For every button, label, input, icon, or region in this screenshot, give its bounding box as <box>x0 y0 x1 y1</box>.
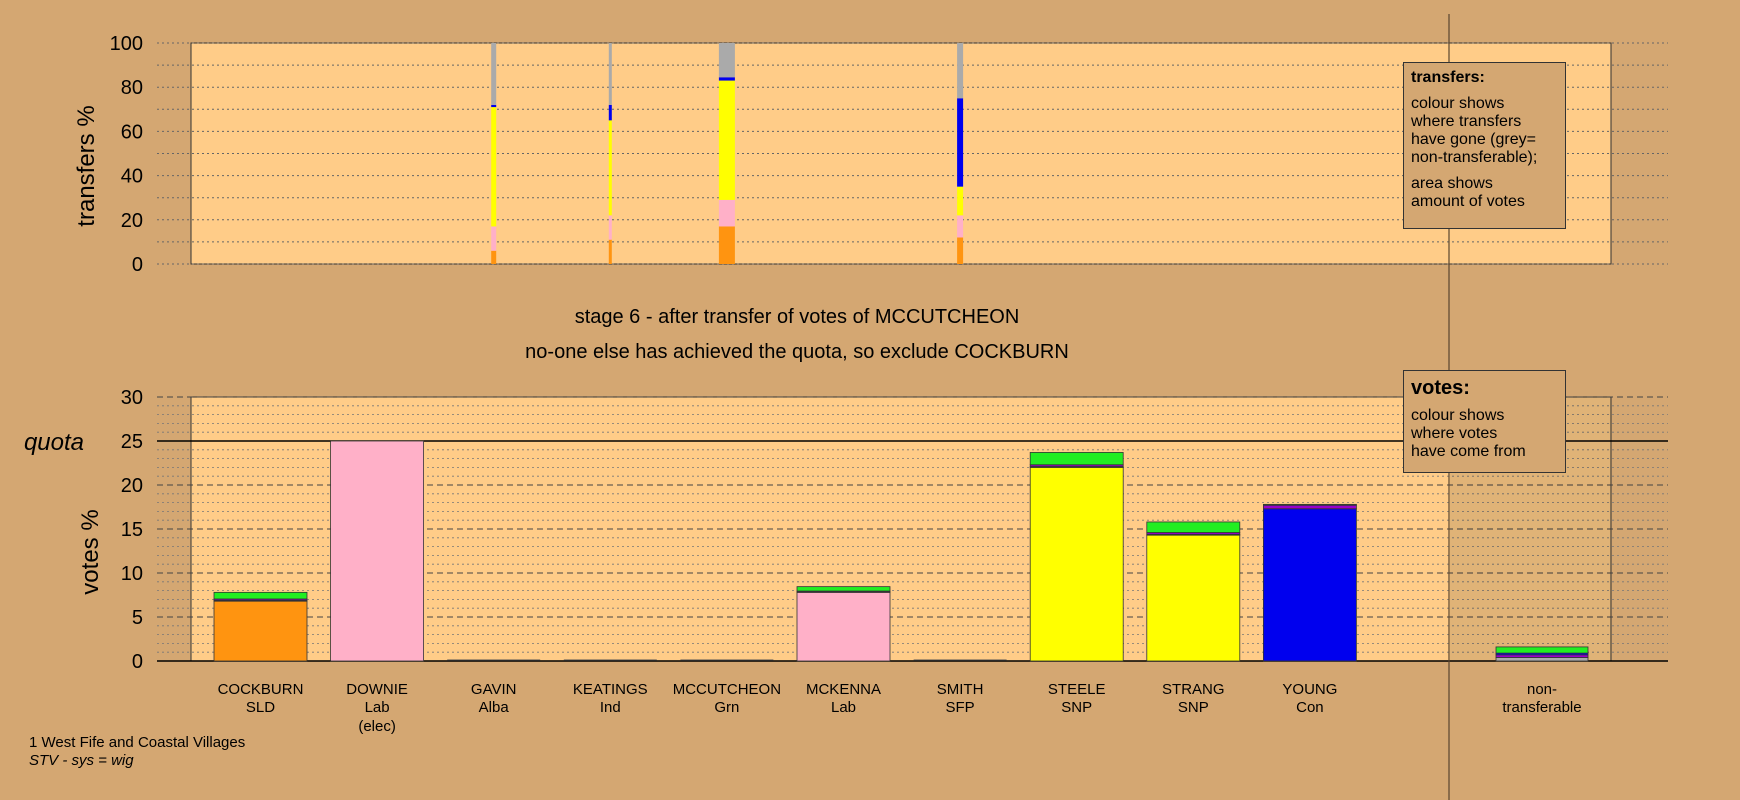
transfers-legend-line: non-transferable); <box>1411 149 1538 166</box>
vote-bar-segment <box>1146 534 1241 662</box>
transfers-legend-line: where transfers <box>1411 113 1522 130</box>
transfers-tick-label: 20 <box>121 210 143 232</box>
vote-bar-segment <box>213 600 308 662</box>
candidate-party: Alba <box>479 699 510 716</box>
transfer-bar-segment <box>608 215 612 240</box>
votes-plot: 051015202530COCKBURNSLDDOWNIELab(elec)GA… <box>121 387 1589 735</box>
candidate-name: MCKENNA <box>806 681 881 698</box>
stage-title: stage 6 - after transfer of votes of MCC… <box>575 306 1020 328</box>
transfer-bar-segment <box>491 107 497 227</box>
candidate-name: non- <box>1527 681 1557 698</box>
transfer-bar-segment <box>957 43 964 99</box>
candidate-name: STEELE <box>1048 681 1106 698</box>
transfer-bar-segment <box>608 104 612 121</box>
votes-tick-label: 10 <box>121 563 143 585</box>
transfers-legend: transfers: colour shows where transfers … <box>1403 62 1566 229</box>
vote-bar-segment <box>796 591 891 662</box>
transfer-bar-segment <box>718 43 735 78</box>
vote-bar-segment <box>1495 646 1589 654</box>
votes-tick-label: 5 <box>132 607 143 629</box>
candidate-party: Con <box>1296 699 1324 716</box>
votes-legend-title: votes: <box>1411 377 1470 399</box>
candidate-name: YOUNG <box>1282 681 1337 698</box>
transfer-bar-segment <box>491 43 497 105</box>
votes-legend-line: have come from <box>1411 443 1526 460</box>
votes-legend-line: where votes <box>1411 425 1498 442</box>
votes-axis-title: votes % <box>77 509 104 594</box>
vote-bar-segment <box>213 591 308 600</box>
candidate-party: Ind <box>600 699 621 716</box>
candidate-party: SNP <box>1061 699 1092 716</box>
transfer-bar-segment <box>491 226 497 251</box>
transfers-tick-label: 0 <box>132 254 143 276</box>
candidate-name: GAVIN <box>471 681 517 698</box>
transfer-bar-segment <box>957 186 964 216</box>
candidate-status: (elec) <box>358 718 396 735</box>
votes-legend: votes: colour shows where votes have com… <box>1403 370 1566 473</box>
candidate-party: Lab <box>831 699 856 716</box>
transfers-axis-title: transfers % <box>73 105 100 226</box>
footer-system: STV - sys = wig <box>29 752 134 769</box>
candidate-name: DOWNIE <box>346 681 408 698</box>
vote-bar-segment <box>1263 504 1357 510</box>
transfer-bar-segment <box>957 215 964 238</box>
votes-tick-label: 20 <box>121 475 143 497</box>
transfers-tick-label: 60 <box>121 121 143 143</box>
votes-legend-line: colour shows <box>1411 407 1505 424</box>
transfers-legend-title: transfers: <box>1411 69 1485 86</box>
transfers-tick-label: 40 <box>121 166 143 188</box>
candidate-name: SMITH <box>937 681 984 698</box>
transfer-bar-segment <box>608 120 612 216</box>
candidate-party: SNP <box>1178 699 1209 716</box>
votes-tick-label: 0 <box>132 651 143 673</box>
votes-tick-label: 30 <box>121 387 143 409</box>
transfer-bar-segment <box>718 199 735 227</box>
votes-tick-label: 15 <box>121 519 143 541</box>
votes-tick-label: 25 <box>121 431 143 453</box>
transfer-bar-segment <box>608 239 612 264</box>
vote-bar-segment <box>1263 503 1357 506</box>
transfer-bar-segment <box>957 237 964 264</box>
candidate-party: Grn <box>714 699 739 716</box>
transfers-legend-line: colour shows <box>1411 95 1505 112</box>
candidate-name: COCKBURN <box>218 681 304 698</box>
transfer-bar-segment <box>957 98 964 187</box>
transfers-legend-line: have gone (grey= <box>1411 131 1536 148</box>
footer-area: 1 West Fife and Coastal Villages <box>29 734 245 751</box>
transfers-tick-label: 80 <box>121 77 143 99</box>
candidate-name: KEATINGS <box>573 681 648 698</box>
transfers-tick-label: 100 <box>110 33 143 55</box>
transfer-bar-segment <box>608 43 612 105</box>
vote-bar-segment <box>796 586 891 592</box>
vote-bar-segment <box>1029 452 1124 466</box>
transfer-bar-segment <box>491 104 497 108</box>
transfer-bar-segment <box>718 80 735 200</box>
vote-bar-segment <box>1029 466 1124 662</box>
stage-subtitle: no-one else has achieved the quota, so e… <box>525 341 1069 363</box>
candidate-party: SFP <box>946 699 975 716</box>
candidate-name: MCCUTCHEON <box>673 681 781 698</box>
vote-bar-segment <box>330 440 425 662</box>
vote-bar-segment <box>1495 657 1589 662</box>
candidate-party: transferable <box>1502 699 1581 716</box>
vote-bar-segment <box>1146 521 1241 533</box>
candidate-name: STRANG <box>1162 681 1225 698</box>
transfers-legend-line: area shows <box>1411 175 1493 192</box>
transfers-legend-line: amount of votes <box>1411 193 1525 210</box>
quota-label: quota <box>24 429 84 456</box>
candidate-party: Lab <box>365 699 390 716</box>
vote-bar-segment <box>1263 508 1357 662</box>
transfer-bar-segment <box>718 77 735 81</box>
transfers-plot: 0 20 40 60 80 100 <box>110 33 964 276</box>
transfer-bar-segment <box>718 226 735 264</box>
candidate-party: SLD <box>246 699 275 716</box>
transfer-bar-segment <box>491 250 497 264</box>
